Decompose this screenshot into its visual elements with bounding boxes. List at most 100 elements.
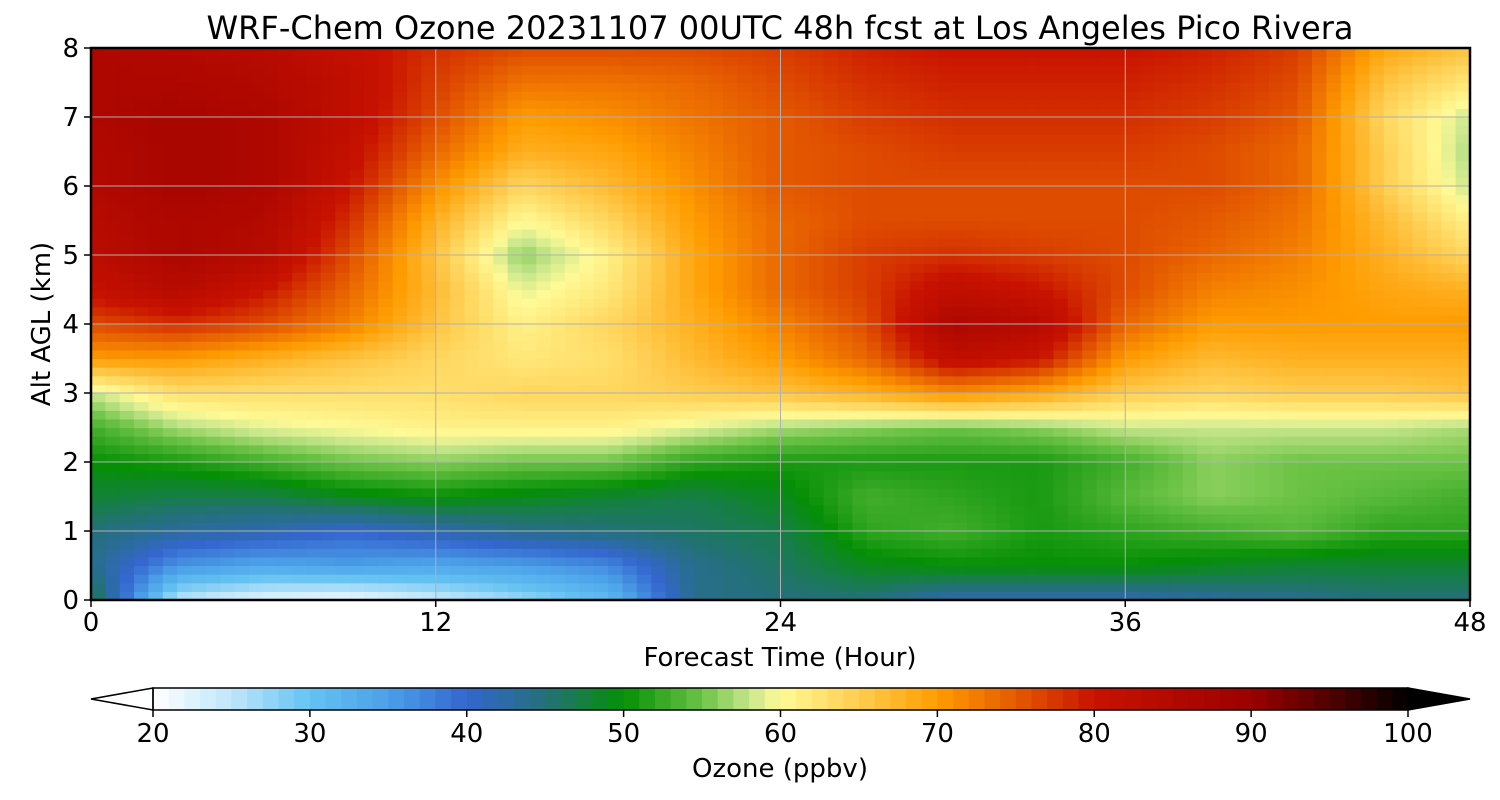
heatmap-cell (249, 531, 264, 541)
heatmap-cell (981, 453, 997, 463)
heatmap-cell (1254, 349, 1270, 360)
heatmap-cell (478, 410, 494, 420)
heatmap-cell (1082, 194, 1098, 204)
heatmap-cell (679, 479, 695, 489)
heatmap-cell (1110, 177, 1126, 187)
heatmap-cell (450, 539, 466, 549)
heatmap-cell (1139, 367, 1155, 377)
heatmap-cell (1139, 255, 1155, 265)
heatmap-cell (1010, 462, 1026, 472)
heatmap-cell (421, 556, 437, 567)
heatmap-cell (909, 565, 925, 575)
heatmap-cell (1383, 168, 1399, 178)
heatmap-cell (1153, 496, 1169, 506)
heatmap-cell (1254, 453, 1270, 463)
heatmap-cell (478, 582, 494, 592)
heatmap-cell (536, 220, 552, 230)
heatmap-cell (335, 453, 351, 463)
heatmap-cell (952, 280, 968, 291)
heatmap-cell (608, 341, 624, 351)
heatmap-cell (967, 427, 983, 437)
heatmap-cell (1139, 298, 1155, 308)
heatmap-cell (349, 203, 365, 213)
heatmap-cell (924, 401, 940, 411)
heatmap-cell (1197, 255, 1213, 265)
heatmap-cell (952, 203, 968, 213)
heatmap-cell (507, 393, 523, 403)
heatmap-cell (1326, 401, 1342, 411)
heatmap-cell (823, 556, 839, 567)
heatmap-cell (550, 444, 566, 454)
heatmap-cell (91, 418, 106, 429)
heatmap-cell (1283, 582, 1299, 592)
heatmap-cell (306, 393, 322, 403)
heatmap-cell (378, 272, 394, 282)
heatmap-cell (723, 349, 738, 360)
heatmap-cell (493, 591, 509, 601)
heatmap-cell (938, 393, 954, 403)
heatmap-cell (579, 280, 595, 291)
heatmap-cell (1369, 565, 1385, 575)
heatmap-cell (967, 220, 983, 230)
heatmap-cell (651, 298, 667, 308)
heatmap-cell (1326, 168, 1342, 178)
heatmap-cell (679, 462, 695, 472)
heatmap-cell (579, 453, 595, 463)
heatmap-cell (1254, 186, 1270, 196)
heatmap-cell (392, 582, 408, 592)
heatmap-cell (766, 298, 782, 308)
heatmap-cell (1311, 505, 1327, 515)
heatmap-cell (1412, 177, 1428, 187)
heatmap-cell (837, 211, 853, 222)
heatmap-cell (593, 349, 609, 360)
heatmap-cell (1168, 436, 1184, 446)
heatmap-cell (565, 427, 580, 437)
heatmap-cell (1211, 427, 1227, 437)
heatmap-cell (450, 246, 466, 256)
heatmap-cell (837, 487, 853, 498)
heatmap-cell (407, 168, 422, 178)
heatmap-cell (1039, 298, 1055, 308)
heatmap-cell (536, 168, 552, 178)
heatmap-cell (1326, 513, 1342, 523)
heatmap-cell (335, 246, 351, 256)
heatmap-cell (536, 384, 552, 394)
heatmap-cell (679, 211, 695, 222)
heatmap-cell (938, 186, 954, 196)
heatmap-cell (177, 203, 193, 213)
heatmap-cell (1110, 203, 1126, 213)
heatmap-cell (1412, 315, 1428, 325)
heatmap-cell (1110, 168, 1126, 178)
heatmap-cell (981, 418, 997, 429)
heatmap-cell (1326, 531, 1342, 541)
heatmap-cell (1096, 220, 1112, 230)
heatmap-cell (622, 384, 638, 394)
heatmap-cell (177, 194, 193, 204)
heatmap-cell (1283, 367, 1299, 377)
heatmap-cell (1139, 556, 1155, 567)
heatmap-cell (1240, 470, 1256, 480)
heatmap-cell (378, 367, 394, 377)
heatmap-cell (249, 496, 264, 506)
heatmap-cell (105, 375, 121, 385)
heatmap-cell (191, 349, 207, 360)
heatmap-cell (1240, 289, 1256, 299)
heatmap-cell (895, 246, 911, 256)
heatmap-cell (1153, 582, 1169, 592)
heatmap-cell (435, 505, 451, 515)
heatmap-cell (349, 151, 365, 161)
heatmap-cell (751, 315, 767, 325)
heatmap-cell (837, 401, 853, 411)
heatmap-cell (1311, 220, 1327, 230)
heatmap-cell (378, 229, 394, 239)
heatmap-cell (119, 280, 135, 291)
heatmap-cell (1240, 324, 1256, 334)
heatmap-cell (837, 272, 853, 282)
heatmap-cell (550, 401, 566, 411)
heatmap-cell (148, 341, 164, 351)
heatmap-cell (1153, 410, 1169, 420)
heatmap-cell (177, 168, 193, 178)
heatmap-cell (1311, 289, 1327, 299)
heatmap-cell (91, 341, 106, 351)
heatmap-cell (292, 462, 308, 472)
